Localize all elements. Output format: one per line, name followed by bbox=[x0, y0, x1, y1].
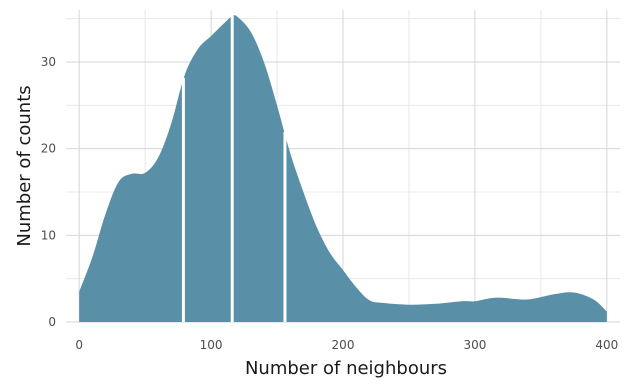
density-area bbox=[79, 15, 607, 323]
x-tick-label: 300 bbox=[463, 338, 486, 352]
x-axis-title: Number of neighbours bbox=[245, 358, 447, 379]
y-tick-label: 10 bbox=[41, 228, 56, 242]
y-tick-label: 20 bbox=[41, 142, 56, 156]
x-tick-label: 0 bbox=[75, 338, 83, 352]
x-tick-label: 100 bbox=[200, 338, 223, 352]
x-tick-label: 200 bbox=[332, 338, 355, 352]
data-area-group bbox=[79, 15, 607, 323]
x-axis-ticks: 0 100 200 300 400 bbox=[75, 338, 618, 352]
divider-lines bbox=[181, 14, 287, 322]
y-tick-label: 30 bbox=[41, 55, 56, 69]
y-axis-ticks: 0 10 20 30 bbox=[41, 55, 56, 329]
y-axis-title: Number of counts bbox=[14, 85, 35, 246]
y-tick-label: 0 bbox=[48, 315, 56, 329]
x-tick-label: 400 bbox=[595, 338, 618, 352]
